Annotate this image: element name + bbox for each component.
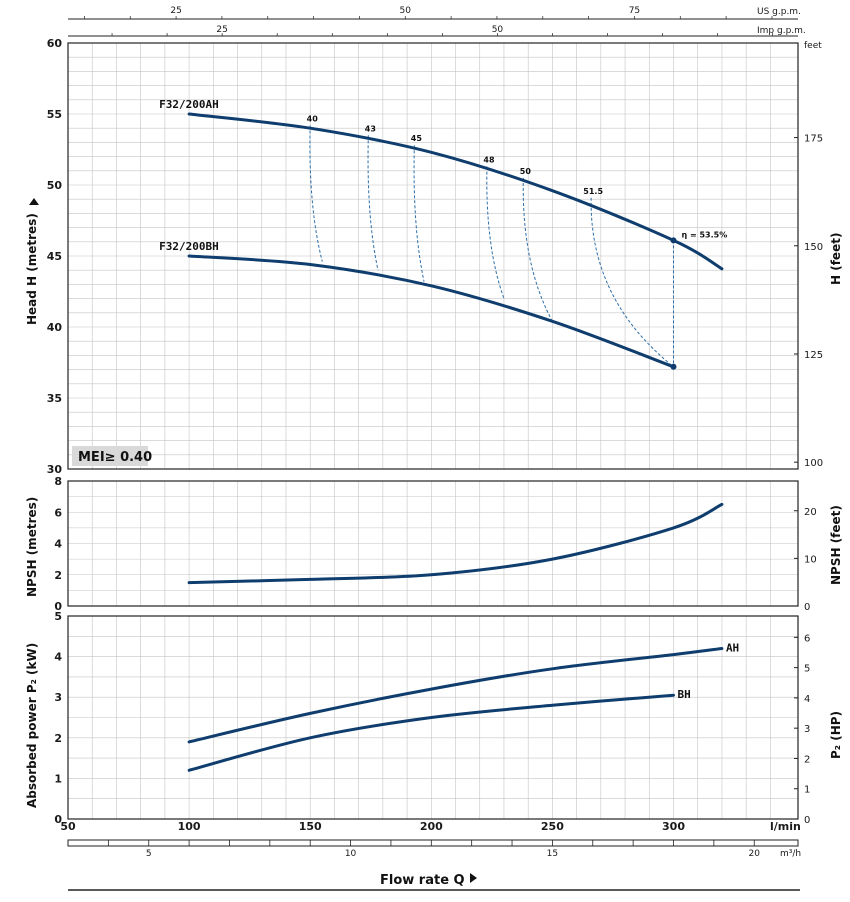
y-tick-label: 3 — [54, 691, 62, 704]
y2-tick-label: 3 — [804, 724, 810, 735]
x-tick-label: 300 — [662, 820, 685, 833]
m3h-tick-label: 10 — [345, 849, 357, 859]
y2-tick-label: 150 — [804, 242, 823, 253]
m3h-tick-label: 20 — [749, 849, 761, 859]
y-tick-label: 40 — [47, 321, 63, 334]
efficiency-line — [367, 135, 379, 271]
head-curve-ah — [187, 112, 724, 271]
y-tick-label: 2 — [54, 732, 62, 745]
y2-tick-label: 1 — [804, 785, 810, 796]
flow-arrow-icon — [470, 873, 477, 883]
x-tick-label: 150 — [299, 820, 322, 833]
y2-tick-label: 4 — [804, 694, 810, 705]
panel-frame-power — [67, 615, 799, 820]
y-tick-label: 2 — [54, 569, 62, 582]
y-tick-label: 50 — [47, 179, 63, 192]
panel-frame-head — [67, 42, 799, 470]
y2-tick-label: 175 — [804, 134, 823, 145]
y2-tick-label: 0 — [804, 815, 810, 826]
tick-labels: 3035404550556002468012345100125150175010… — [47, 6, 823, 859]
y2-tick-label: 2 — [804, 754, 810, 765]
y-tick-label: 55 — [47, 108, 62, 121]
impgpm-unit: Imp g.p.m. — [757, 26, 806, 36]
m3h-unit: m³/h — [780, 849, 801, 859]
y-tick-label: 60 — [47, 37, 63, 50]
efficiency-label: 40 — [307, 114, 319, 123]
y-tick-label: 35 — [47, 392, 62, 405]
x-tick-label: 250 — [541, 820, 564, 833]
y-tick-label: 4 — [54, 538, 62, 551]
efficiency-line — [590, 197, 674, 368]
feet-unit: feet — [804, 41, 822, 51]
x-tick-label: 100 — [178, 820, 201, 833]
y2-tick-label: 10 — [804, 554, 817, 565]
power-curve-bh — [187, 693, 675, 772]
grid-layer — [68, 42, 798, 820]
impgpm-tick-label: 50 — [492, 25, 504, 35]
efficiency-lines: 40 43 45 48 50 51.5 η = 53.5% — [307, 114, 728, 370]
usgpm-unit: US g.p.m. — [757, 7, 801, 17]
y2-tick-label: 5 — [804, 664, 810, 675]
power-curve-label: AH — [726, 641, 739, 654]
x-tick-label: 200 — [420, 820, 443, 833]
y-tick-label: 5 — [54, 610, 62, 623]
lmin-unit: l/min — [770, 820, 801, 833]
efficiency-line — [309, 125, 323, 262]
y2-tick-label: 100 — [804, 458, 823, 469]
y-tick-label: 30 — [47, 463, 63, 476]
head-curve-bh — [187, 254, 675, 369]
flow-rate-label: Flow rate Q — [380, 873, 465, 888]
power-curve-ah — [187, 647, 724, 744]
x-tick-label: 50 — [60, 820, 76, 833]
curve-label: F32/200BH — [159, 240, 219, 253]
y2-tick-label: 125 — [804, 350, 823, 361]
efficiency-max-label: η = 53.5% — [682, 230, 728, 239]
head-left-label: Head H (metres) — [25, 213, 39, 325]
curve-label: F32/200AH — [159, 98, 219, 111]
y2-tick-label: 20 — [804, 507, 817, 518]
npsh-left-label: NPSH (metres) — [25, 497, 39, 597]
power-left-label: Absorbed power P₂ (kW) — [25, 643, 39, 808]
y-tick-label: 45 — [47, 250, 62, 263]
npsh-right-label: NPSH (feet) — [829, 505, 843, 585]
m3h-tick-label: 5 — [146, 849, 152, 859]
panel-frames — [67, 18, 799, 847]
efficiency-label: 50 — [520, 167, 532, 176]
mei-badge: MEI≥ 0.40 — [78, 450, 152, 465]
y-tick-label: 6 — [54, 506, 62, 519]
y-tick-label: 1 — [54, 772, 62, 785]
y-tick-label: 0 — [54, 813, 62, 826]
head-arrow-icon — [29, 198, 39, 205]
mei-badge-box — [72, 446, 148, 466]
curve-layer: F32/200AH F32/200BH AH BH — [159, 98, 739, 772]
y-tick-label: 0 — [54, 600, 62, 613]
efficiency-label: 51.5 — [583, 187, 603, 196]
npsh-curve — [187, 502, 724, 585]
head-right-label: H (feet) — [829, 233, 843, 285]
panel-frame-npsh — [67, 480, 799, 607]
usgpm-tick-label: 50 — [400, 6, 412, 16]
efficiency-line — [486, 166, 505, 299]
efficiency-label: 48 — [483, 156, 495, 165]
y2-tick-label: 6 — [804, 633, 810, 644]
y2-tick-label: 0 — [804, 602, 810, 613]
efficiency-label: 43 — [365, 124, 376, 133]
m3h-tick-label: 15 — [547, 849, 558, 859]
m3h-axis-frame — [67, 839, 799, 847]
y-tick-label: 8 — [54, 475, 62, 488]
efficiency-line — [522, 177, 553, 322]
efficiency-line — [413, 145, 425, 282]
efficiency-label: 45 — [411, 134, 423, 143]
y-tick-label: 4 — [54, 651, 62, 664]
power-right-label: P₂ (HP) — [829, 711, 843, 759]
impgpm-tick-label: 25 — [216, 25, 227, 35]
usgpm-tick-label: 75 — [629, 6, 640, 16]
power-curve-label: BH — [678, 688, 691, 701]
usgpm-tick-label: 25 — [170, 6, 181, 16]
